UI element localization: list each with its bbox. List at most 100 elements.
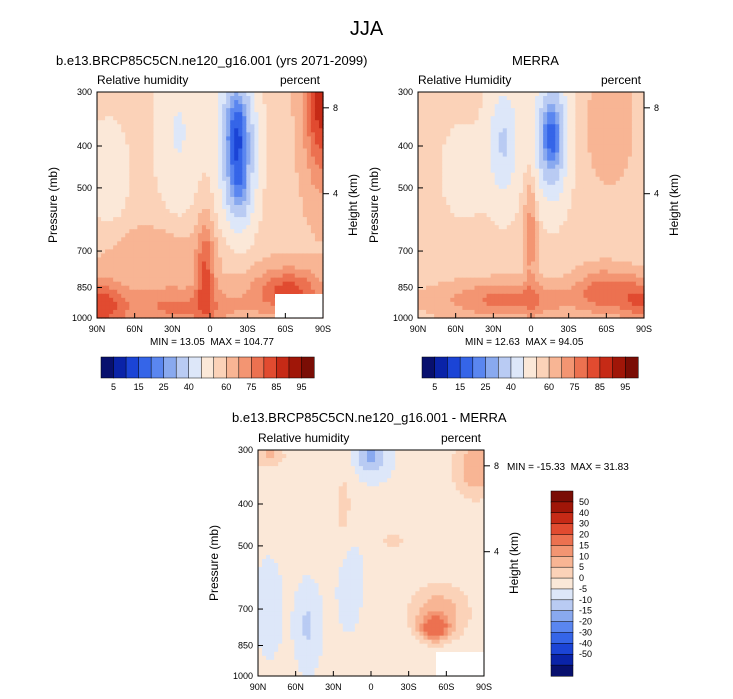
contour-cell (418, 176, 423, 182)
contour-cell (310, 253, 316, 259)
contour-cell (133, 205, 138, 210)
contour-cell (635, 168, 641, 174)
contour-cell (234, 148, 239, 154)
contour-cell (438, 132, 443, 137)
contour-cell (470, 180, 476, 186)
contour-cell (230, 192, 235, 198)
contour-cell (197, 253, 203, 259)
contour-cell (603, 120, 609, 125)
contour-cell (250, 176, 255, 182)
contour-cell (587, 209, 593, 214)
contour-cell (201, 277, 207, 283)
contour-cell (631, 140, 637, 146)
contour-cell (254, 241, 260, 246)
contour-cell (145, 120, 151, 125)
contour-cell (631, 116, 637, 121)
contour-cell (262, 112, 268, 117)
contour-cell (294, 237, 300, 242)
contour-cell (450, 124, 455, 129)
contour-cell (619, 100, 625, 105)
contour-cell (490, 136, 496, 142)
panel-1-stats: MIN = 13.05 MAX = 104.77 (150, 337, 274, 348)
contour-cell (294, 265, 300, 271)
contour-cell (294, 140, 300, 146)
contour-cell (218, 136, 223, 142)
contour-cell (286, 261, 292, 267)
contour-cell (478, 100, 484, 105)
contour-cell (113, 100, 118, 105)
contour-cell (242, 245, 247, 250)
contour-cell (149, 209, 155, 214)
contour-cell (246, 104, 251, 109)
contour-cell (294, 205, 300, 210)
contour-cell (635, 92, 641, 97)
contour-cell (290, 164, 296, 170)
contour-cell (418, 184, 423, 190)
contour-cell (157, 144, 163, 150)
contour-cell (306, 112, 312, 117)
contour-cell (438, 180, 443, 186)
contour-cell (310, 196, 316, 202)
contour-cell (230, 200, 235, 206)
contour-cell (278, 140, 284, 146)
contour-cell (310, 229, 316, 234)
contour-cell (189, 96, 195, 101)
contour-cell (161, 209, 167, 214)
contour-cell (121, 301, 126, 307)
contour-cell (113, 225, 118, 230)
contour-cell (458, 180, 463, 186)
contour-cell (555, 168, 560, 174)
contour-cell (502, 140, 508, 146)
contour-cell (274, 253, 280, 259)
contour-cell (426, 92, 431, 97)
contour-cell (189, 100, 195, 105)
contour-cell (169, 136, 175, 142)
contour-cell (306, 96, 312, 101)
contour-cell (599, 108, 605, 113)
contour-cell (145, 164, 151, 170)
contour-cell (266, 192, 272, 198)
contour-cell (623, 176, 629, 182)
contour-cell (494, 168, 500, 174)
contour-cell (246, 108, 251, 113)
contour-cell (234, 108, 239, 113)
contour-cell (571, 132, 576, 137)
contour-cell (242, 128, 247, 133)
contour-cell (278, 233, 284, 238)
contour-cell (169, 245, 175, 250)
contour-cell (539, 124, 544, 129)
contour-cell (422, 152, 427, 158)
contour-cell (591, 104, 597, 109)
contour-cell (290, 221, 296, 226)
contour-cell (522, 164, 528, 170)
contour-cell (607, 205, 613, 210)
y-tick-label: 400 (77, 141, 92, 151)
contour-cell (218, 112, 223, 117)
contour-cell (250, 104, 255, 109)
contour-cell (157, 313, 163, 319)
contour-cell (314, 257, 320, 263)
contour-cell (639, 180, 645, 186)
contour-cell (591, 92, 597, 97)
contour-cell (125, 241, 130, 246)
contour-cell (177, 237, 183, 242)
contour-cell (547, 192, 552, 198)
contour-cell (117, 245, 122, 250)
contour-cell (230, 132, 235, 137)
contour-cell (611, 128, 617, 133)
contour-cell (105, 217, 110, 222)
contour-cell (101, 245, 106, 250)
contour-cell (543, 188, 548, 194)
contour-cell (121, 160, 126, 166)
contour-cell (294, 160, 300, 166)
contour-cell (246, 313, 251, 319)
contour-cell (242, 281, 247, 287)
contour-cell (506, 217, 512, 222)
contour-cell (201, 221, 207, 226)
contour-cell (270, 209, 276, 214)
contour-cell (302, 96, 308, 101)
contour-cell (631, 168, 637, 174)
contour-cell (193, 237, 199, 242)
contour-cell (635, 152, 641, 158)
contour-cell (125, 176, 130, 182)
